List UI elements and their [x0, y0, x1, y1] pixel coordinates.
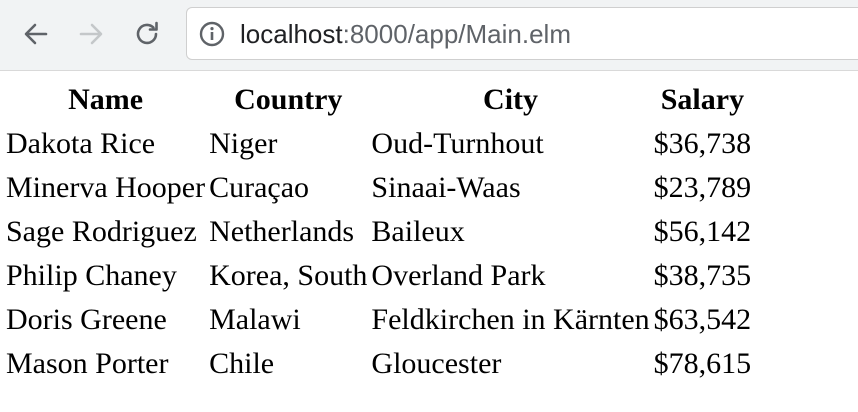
cell-city: Baileux: [371, 215, 465, 248]
cell-city: Gloucester: [371, 347, 502, 380]
cell-country: Netherlands: [209, 215, 355, 248]
url-path: :8000/app/Main.elm: [342, 19, 571, 49]
table-header-row: Name Country City Salary: [5, 79, 752, 121]
cell-name: Doris Greene: [6, 303, 167, 336]
cell-salary: $38,735: [653, 259, 752, 292]
info-icon[interactable]: [199, 21, 225, 47]
forward-button[interactable]: [71, 14, 111, 54]
arrow-left-icon: [24, 23, 48, 45]
table-row: Doris Greene Malawi Feldkirchen in Kärnt…: [5, 299, 752, 341]
url-text[interactable]: localhost:8000/app/Main.elm: [240, 18, 571, 50]
reload-button[interactable]: [127, 14, 167, 54]
cell-city: Oud-Turnhout: [371, 127, 544, 160]
people-table: Name Country City Salary Dakota Rice Nig…: [3, 77, 754, 387]
cell-country: Malawi: [209, 303, 301, 336]
column-header-name: Name: [68, 83, 144, 116]
cell-city: Sinaai-Waas: [371, 171, 521, 204]
cell-salary: $56,142: [653, 215, 752, 248]
cell-name: Sage Rodriguez: [6, 215, 197, 248]
column-header-city: City: [483, 83, 539, 116]
cell-salary: $78,615: [653, 347, 752, 380]
cell-salary: $36,738: [653, 127, 752, 160]
column-header-country: Country: [234, 83, 343, 116]
cell-country: Korea, South: [209, 259, 368, 292]
cell-country: Curaçao: [209, 171, 310, 204]
url-host: localhost: [240, 19, 343, 49]
address-bar[interactable]: localhost:8000/app/Main.elm: [186, 7, 858, 60]
cell-country: Chile: [209, 347, 275, 380]
table-row: Sage Rodriguez Netherlands Baileux $56,1…: [5, 211, 752, 253]
cell-name: Dakota Rice: [6, 127, 156, 160]
table-row: Dakota Rice Niger Oud-Turnhout $36,738: [5, 123, 752, 165]
cell-name: Philip Chaney: [6, 259, 177, 292]
reload-icon: [136, 21, 158, 45]
table-row: Philip Chaney Korea, South Overland Park…: [5, 255, 752, 297]
arrow-right-icon: [79, 23, 103, 45]
column-header-salary: Salary: [660, 83, 745, 116]
cell-salary: $63,542: [653, 303, 752, 336]
table-row: Mason Porter Chile Gloucester $78,615: [5, 343, 752, 385]
table-row: Minerva Hooper Curaçao Sinaai-Waas $23,7…: [5, 167, 752, 209]
cell-salary: $23,789: [653, 171, 752, 204]
browser-toolbar: localhost:8000/app/Main.elm: [0, 0, 858, 71]
cell-city: Overland Park: [371, 259, 546, 292]
cell-name: Mason Porter: [6, 347, 169, 380]
cell-name: Minerva Hooper: [6, 171, 206, 204]
cell-country: Niger: [209, 127, 278, 160]
cell-city: Feldkirchen in Kärnten: [371, 303, 650, 336]
back-button[interactable]: [16, 14, 56, 54]
